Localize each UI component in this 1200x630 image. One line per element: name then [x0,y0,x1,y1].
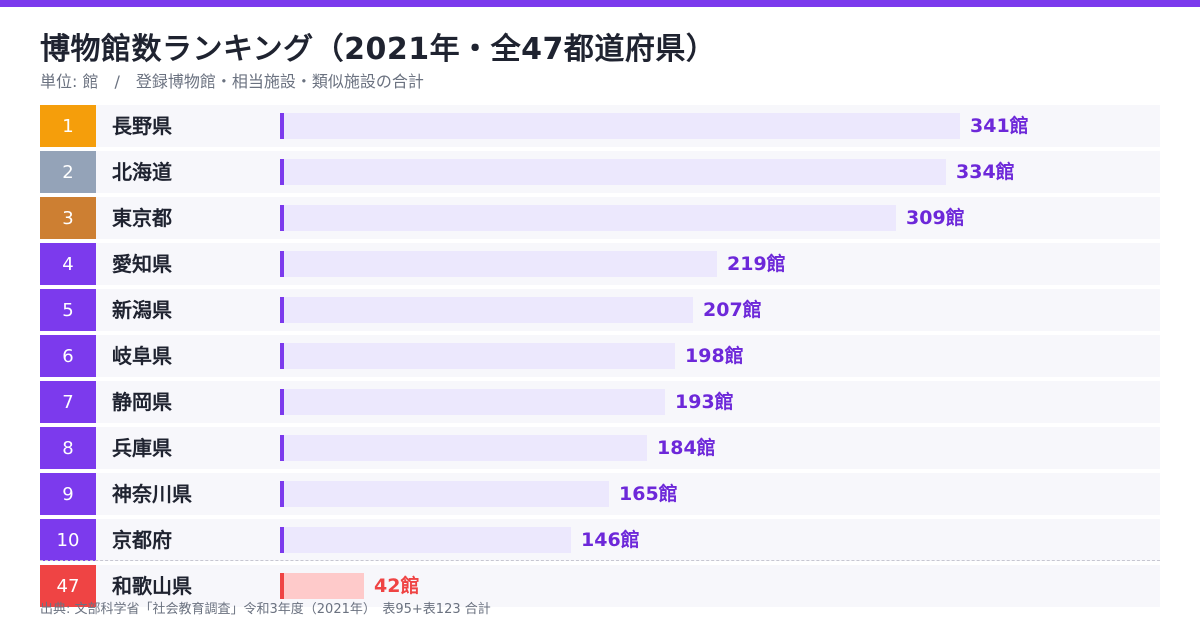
prefecture-name: 長野県 [112,114,172,138]
ranking-row: 10 京都府 146館 [40,519,1160,561]
ranking-row: 6 岐阜県 198館 [40,335,1160,377]
ranking-row: 2 北海道 334館 [40,151,1160,193]
value-label: 193館 [675,391,734,413]
value-label: 219館 [727,253,786,275]
rank-badge: 8 [40,427,96,469]
ranking-row: 7 静岡県 193館 [40,381,1160,423]
value-label: 207館 [703,299,762,321]
rank-badge: 4 [40,243,96,285]
value-bar [280,435,647,461]
value-label: 198館 [685,345,744,367]
value-bar [280,297,693,323]
prefecture-name: 岐阜県 [112,344,172,368]
rank-badge: 3 [40,197,96,239]
value-label: 165館 [619,483,678,505]
prefecture-name: 静岡県 [112,390,172,414]
value-bar [280,481,609,507]
rank-badge: 1 [40,105,96,147]
ranking-row: 5 新潟県 207館 [40,289,1160,331]
value-bar [280,343,675,369]
prefecture-name: 兵庫県 [112,436,172,460]
value-bar [280,389,665,415]
value-label: 341館 [970,115,1029,137]
rank-badge: 9 [40,473,96,515]
ranking-row: 8 兵庫県 184館 [40,427,1160,469]
value-label: 184館 [657,437,716,459]
value-bar [280,573,364,599]
value-label: 42館 [374,575,420,597]
prefecture-name: 和歌山県 [112,574,192,598]
prefecture-name: 神奈川県 [112,482,192,506]
rank-badge: 6 [40,335,96,377]
value-label: 309館 [906,207,965,229]
ranking-row: 47 和歌山県 42館 [40,565,1160,607]
accent-top-bar [0,0,1200,7]
value-bar [280,113,960,139]
rank-badge: 5 [40,289,96,331]
ranking-row: 9 神奈川県 165館 [40,473,1160,515]
value-bar [280,527,571,553]
rank-badge: 10 [40,519,96,561]
prefecture-name: 愛知県 [112,252,172,276]
page-subtitle: 単位: 館 / 登録博物館・相当施設・類似施設の合計 [40,72,424,91]
value-label: 334館 [956,161,1015,183]
ranking-row: 1 長野県 341館 [40,105,1160,147]
value-bar [280,205,896,231]
value-bar [280,159,946,185]
value-bar [280,251,717,277]
prefecture-name: 京都府 [112,528,172,552]
ranking-row: 3 東京都 309館 [40,197,1160,239]
prefecture-name: 北海道 [112,160,172,184]
source-note: 出典: 文部科学省「社会教育調査」令和3年度（2021年） 表95+表123 合… [40,602,491,617]
prefecture-name: 東京都 [112,206,172,230]
rank-badge: 7 [40,381,96,423]
rank-separator [40,560,1160,561]
prefecture-name: 新潟県 [112,298,172,322]
value-label: 146館 [581,529,640,551]
rank-badge: 2 [40,151,96,193]
page-title: 博物館数ランキング（2021年・全47都道府県） [40,32,717,67]
rank-badge: 47 [40,565,96,607]
ranking-row: 4 愛知県 219館 [40,243,1160,285]
